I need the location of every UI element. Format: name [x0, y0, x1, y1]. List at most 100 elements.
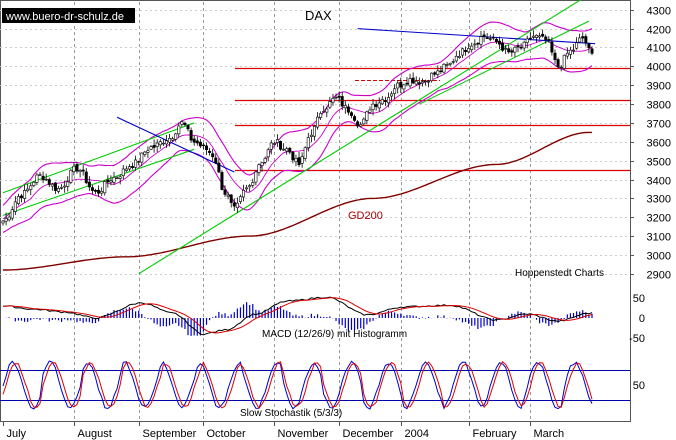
price-bar-body [223, 189, 227, 195]
price-bar-body [578, 37, 582, 43]
chart-title: DAX [305, 8, 332, 23]
price-bar-body [383, 100, 387, 102]
price-bar-body [476, 42, 480, 45]
price-bar-body [473, 43, 477, 46]
price-bar-body [343, 105, 347, 109]
price-bar-body [356, 121, 360, 127]
price-bar-body [479, 36, 483, 45]
price-bar-body [254, 171, 258, 183]
price-bar-body [118, 176, 122, 179]
price-bar-body [528, 37, 532, 40]
price-bar-body [316, 116, 320, 128]
price-bar-body [491, 37, 495, 39]
price-bar-body [467, 48, 471, 53]
price-bar-body [390, 93, 394, 97]
price-bar-body [377, 102, 381, 109]
price-bar-body [137, 161, 141, 163]
gd200-label: GD200 [348, 210, 383, 222]
price-bar-body [439, 70, 443, 72]
price-bar-body [504, 48, 508, 50]
price-bar-body [158, 141, 162, 146]
price-tick-label: 3100 [647, 232, 671, 244]
price-bar-body [337, 95, 341, 98]
price-bar-body [242, 190, 246, 198]
price-bar-body [402, 84, 406, 90]
price-bar-body [581, 36, 585, 39]
price-bar-body [26, 188, 30, 192]
price-bar-body [445, 64, 449, 66]
price-bar-body [72, 165, 76, 172]
price-bar-body [393, 88, 397, 94]
price-bar-body [575, 42, 579, 49]
price-tick-label: 4000 [647, 62, 671, 74]
axis-labels: July August September October November Decemb… [3, 6, 671, 440]
price-bar-body [279, 141, 283, 150]
price-bar-body [260, 162, 264, 166]
price-bar-body [78, 170, 82, 173]
macd-tick-label: -50 [629, 333, 645, 345]
price-bar-body [269, 142, 273, 150]
price-bar-body [346, 106, 350, 113]
price-bar-body [143, 151, 147, 155]
price-bar-body [23, 190, 27, 199]
price-bar-body [559, 66, 563, 69]
price-bar-body [195, 140, 199, 144]
price-bar-body [420, 81, 424, 84]
price-bar-body [464, 49, 468, 52]
price-tick-label: 3000 [647, 251, 671, 263]
price-bar-body [334, 96, 338, 99]
price-tick-label: 2900 [647, 270, 671, 282]
price-bar-body [171, 138, 175, 141]
price-bar-body [127, 166, 131, 170]
price-bar-body [32, 181, 36, 186]
price-bar-body [87, 181, 91, 188]
price-bar-body [501, 43, 505, 51]
price-bar-body [297, 157, 301, 166]
price-bar-body [97, 189, 101, 194]
price-bar-body [417, 82, 421, 85]
trendline-layer [2, 0, 596, 275]
price-bar-body [365, 111, 369, 121]
price-bar-body [103, 181, 107, 194]
price-bar-body [208, 150, 212, 153]
price-bar-body [519, 47, 523, 49]
stochastic-tick-label: 50 [633, 380, 645, 392]
price-bar-body [359, 124, 363, 127]
price-bar-body [451, 61, 455, 63]
source-banner [2, 8, 135, 23]
price-bar-body [50, 183, 54, 187]
price-bar-body [541, 33, 545, 37]
price-bar-body [325, 108, 329, 113]
price-bar-body [319, 113, 323, 118]
macd-label: MACD (12/26/9) mit Histogramm [262, 329, 407, 340]
price-bar-body [497, 40, 501, 45]
price-bar-body [485, 37, 489, 39]
price-bar-body [482, 34, 486, 37]
price-bar-body [266, 149, 270, 158]
price-bar-body [69, 169, 73, 183]
macd-tick-label: 0 [639, 313, 645, 325]
price-bar-body [149, 146, 153, 150]
price-tick-label: 3200 [647, 213, 671, 225]
price-bar-body [442, 63, 446, 73]
price-bar-body [309, 134, 313, 137]
uptrend-line [419, 20, 590, 105]
price-bar-body [303, 147, 307, 159]
price-bar-body [571, 49, 575, 52]
price-bar-body [1, 220, 5, 224]
price-bar-body [245, 187, 249, 190]
price-bar-body [562, 54, 566, 69]
uptrend-line [2, 122, 195, 194]
price-bar-body [371, 103, 375, 110]
price-bar-body [192, 138, 196, 143]
price-bar-body [470, 45, 474, 50]
price-bar-body [513, 46, 517, 53]
price-bar-body [134, 159, 138, 168]
month-label: February [473, 428, 518, 440]
price-bar-body [322, 111, 326, 113]
price-bar-body [436, 70, 440, 75]
price-bar-body [124, 168, 128, 171]
price-bar-body [41, 175, 45, 181]
price-bar-body [565, 52, 569, 57]
price-bar-body [430, 72, 434, 82]
